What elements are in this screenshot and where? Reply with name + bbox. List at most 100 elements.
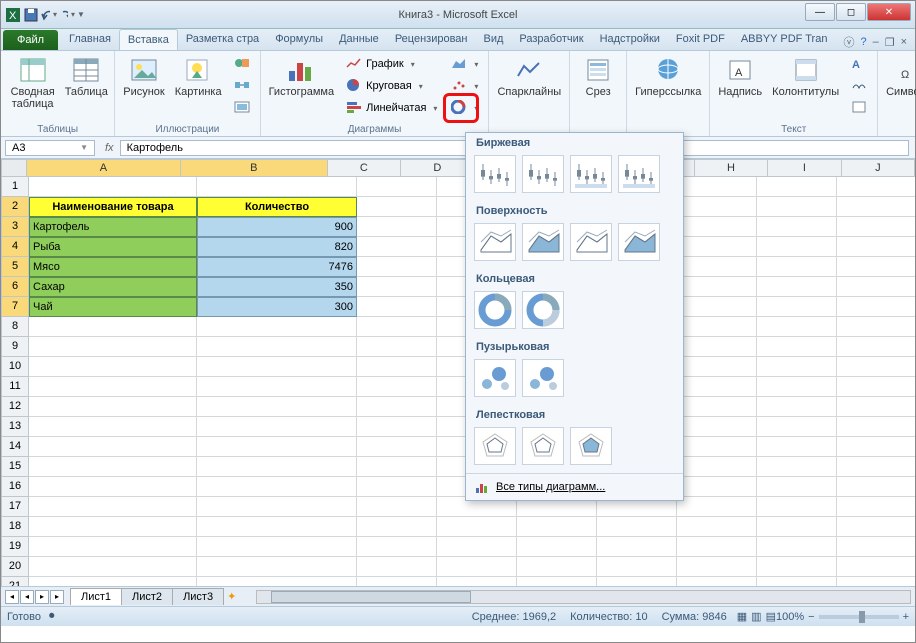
cell-I7[interactable] [837, 297, 915, 317]
cell-C15[interactable] [357, 457, 437, 477]
cell-G15[interactable] [677, 457, 757, 477]
textbox-button[interactable]: AНадпись [716, 54, 764, 100]
picture-button[interactable]: Рисунок [121, 54, 167, 100]
cell-C4[interactable] [357, 237, 437, 257]
row-header-2[interactable]: 2 [1, 197, 29, 217]
cell-H16[interactable] [757, 477, 837, 497]
cell-A12[interactable] [29, 397, 197, 417]
col-header-C[interactable]: C [328, 159, 401, 177]
cell-H10[interactable] [757, 357, 837, 377]
cell-C18[interactable] [357, 517, 437, 537]
cell-I9[interactable] [837, 337, 915, 357]
pie-chart-button[interactable]: Круговая [342, 76, 441, 96]
tab-abbyy pdf tran[interactable]: ABBYY PDF Tran [733, 29, 836, 50]
tab-формулы[interactable]: Формулы [267, 29, 331, 50]
chart-type-stock-3[interactable] [618, 155, 660, 193]
cell-G14[interactable] [677, 437, 757, 457]
cell-A17[interactable] [29, 497, 197, 517]
cell-B7[interactable]: 300 [197, 297, 357, 317]
cell-D19[interactable] [437, 537, 517, 557]
cell-A2[interactable]: Наименование товара [29, 197, 197, 217]
histogram-button[interactable]: Гистограмма [267, 54, 337, 100]
cell-A18[interactable] [29, 517, 197, 537]
tab-foxit pdf[interactable]: Foxit PDF [668, 29, 733, 50]
cell-H5[interactable] [757, 257, 837, 277]
mdi-minimize-icon[interactable]: – [873, 36, 879, 48]
col-header-D[interactable]: D [401, 159, 474, 177]
cell-C16[interactable] [357, 477, 437, 497]
row-header-18[interactable]: 18 [1, 517, 29, 537]
chart-type-radar-2[interactable] [570, 427, 612, 465]
row-header-5[interactable]: 5 [1, 257, 29, 277]
shapes-button[interactable] [230, 54, 254, 74]
cell-H11[interactable] [757, 377, 837, 397]
cell-B17[interactable] [197, 497, 357, 517]
cell-A1[interactable] [29, 177, 197, 197]
row-header-15[interactable]: 15 [1, 457, 29, 477]
cell-B15[interactable] [197, 457, 357, 477]
cell-B5[interactable]: 7476 [197, 257, 357, 277]
line-chart-button[interactable]: График [342, 54, 441, 74]
tab-вставка[interactable]: Вставка [119, 29, 178, 50]
chart-type-surface-1[interactable] [522, 223, 564, 261]
chart-type-surface-3[interactable] [618, 223, 660, 261]
row-header-9[interactable]: 9 [1, 337, 29, 357]
view-normal-icon[interactable]: ▦ [737, 610, 747, 623]
cell-D20[interactable] [437, 557, 517, 577]
cell-B21[interactable] [197, 577, 357, 586]
sheet-tab-Лист3[interactable]: Лист3 [172, 588, 224, 605]
cell-C12[interactable] [357, 397, 437, 417]
row-header-20[interactable]: 20 [1, 557, 29, 577]
minimize-ribbon-icon[interactable]: ⓥ [843, 34, 854, 50]
cell-B16[interactable] [197, 477, 357, 497]
cell-C10[interactable] [357, 357, 437, 377]
cell-F21[interactable] [597, 577, 677, 586]
sheet-tab-Лист2[interactable]: Лист2 [121, 588, 173, 605]
cell-F18[interactable] [597, 517, 677, 537]
screenshot-button[interactable] [230, 98, 254, 118]
cell-H2[interactable] [757, 197, 837, 217]
cell-H3[interactable] [757, 217, 837, 237]
cell-G6[interactable] [677, 277, 757, 297]
cell-H1[interactable] [757, 177, 837, 197]
maximize-button[interactable]: ◻ [836, 3, 866, 21]
view-layout-icon[interactable]: ▥ [751, 610, 761, 623]
cell-H4[interactable] [757, 237, 837, 257]
tab-разработчик[interactable]: Разработчик [511, 29, 591, 50]
tab-надстройки[interactable]: Надстройки [592, 29, 668, 50]
cell-C13[interactable] [357, 417, 437, 437]
row-header-8[interactable]: 8 [1, 317, 29, 337]
cell-B12[interactable] [197, 397, 357, 417]
cell-I11[interactable] [837, 377, 915, 397]
hyperlink-button[interactable]: Гиперссылка [633, 54, 703, 100]
cell-C21[interactable] [357, 577, 437, 586]
file-tab[interactable]: Файл [3, 30, 58, 50]
tab-данные[interactable]: Данные [331, 29, 387, 50]
cell-H18[interactable] [757, 517, 837, 537]
cell-E18[interactable] [517, 517, 597, 537]
slicer-button[interactable]: Срез [576, 54, 620, 100]
cell-I1[interactable] [837, 177, 915, 197]
cell-C8[interactable] [357, 317, 437, 337]
cell-B11[interactable] [197, 377, 357, 397]
cell-E20[interactable] [517, 557, 597, 577]
chart-type-surface-2[interactable] [570, 223, 612, 261]
cell-I15[interactable] [837, 457, 915, 477]
clipart-button[interactable]: Картинка [173, 54, 224, 100]
cell-A13[interactable] [29, 417, 197, 437]
cell-I21[interactable] [837, 577, 915, 586]
row-header-7[interactable]: 7 [1, 297, 29, 317]
cell-H19[interactable] [757, 537, 837, 557]
bar-chart-button[interactable]: Линейчатая [342, 98, 441, 118]
cell-A6[interactable]: Сахар [29, 277, 197, 297]
cell-I18[interactable] [837, 517, 915, 537]
col-header-A[interactable]: A [27, 159, 181, 177]
row-header-10[interactable]: 10 [1, 357, 29, 377]
cell-A20[interactable] [29, 557, 197, 577]
cell-B6[interactable]: 350 [197, 277, 357, 297]
cell-A9[interactable] [29, 337, 197, 357]
cell-F20[interactable] [597, 557, 677, 577]
view-pagebreak-icon[interactable]: ▤ [766, 610, 776, 623]
cell-H13[interactable] [757, 417, 837, 437]
cell-C9[interactable] [357, 337, 437, 357]
